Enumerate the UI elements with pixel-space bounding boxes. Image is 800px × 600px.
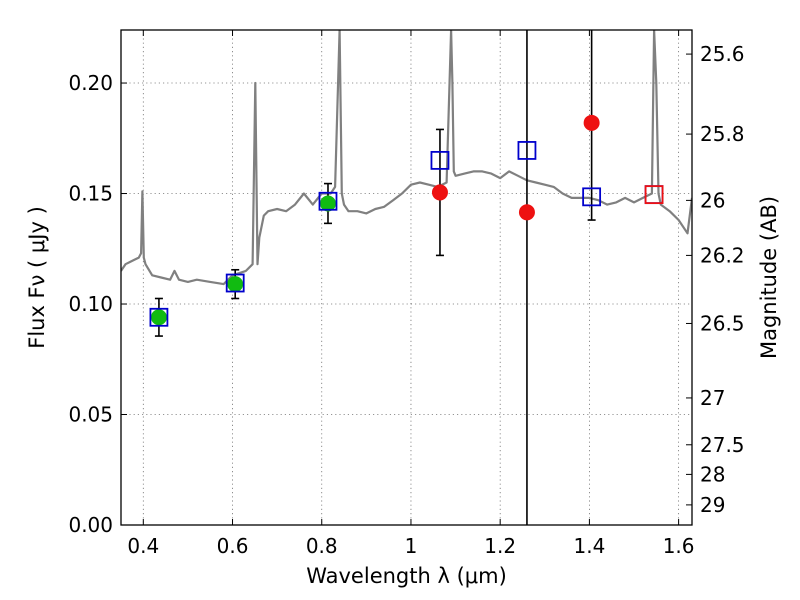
y-tick-label: 0.05 [68,403,113,427]
right-tick-label: 26.5 [700,311,745,335]
x-tick-label: 1.4 [573,534,605,558]
right-tick-label: 25.8 [700,122,745,146]
y-tick-label: 0.00 [68,513,113,537]
x-axis-label: Wavelength λ (μm) [306,564,507,588]
y-tick-label: 0.20 [68,71,113,95]
model-square [517,141,537,160]
x-tick-label: 0.8 [306,534,338,558]
x-tick-label: 0.6 [217,534,249,558]
x-tick-label: 1.2 [484,534,516,558]
x-tick-label: 0.4 [127,534,159,558]
plot-area [121,30,692,525]
x-tick-label: 1.6 [663,534,695,558]
right-tick-label: 27 [700,386,725,410]
right-tick-label: 28 [700,462,725,486]
y-tick-label: 0.10 [68,292,113,316]
right-tick-label: 29 [700,493,725,517]
plot-frame [120,29,693,526]
model-square [644,185,664,205]
data-point [583,114,600,131]
right-axis-label: Magnitude (AB) [757,196,781,359]
model-square [430,150,450,170]
data-point [319,195,336,212]
y-tick-label: 0.15 [68,182,113,206]
data-point [150,309,167,326]
right-tick-label: 27.5 [700,433,745,457]
data-point [227,276,244,293]
y-axis-label: Flux Fν ( μJy ) [25,206,49,349]
tick-labels: 0.4 0.6 0.8 1 1.2 1.4 1.6 0.00 0.05 0.10 0.15 0.20 2… [68,42,744,558]
data-point [518,204,535,221]
model-square [149,307,169,327]
axis-ticks [121,30,692,526]
x-tick-label: 1 [405,534,418,558]
model-square [318,191,338,211]
grid [121,30,692,526]
right-tick-label: 26.2 [700,243,745,267]
model-square [582,187,602,207]
model-square [225,273,245,293]
right-tick-label: 25.6 [700,42,745,66]
data-point [431,184,448,201]
model-spectrum-line [121,30,692,286]
right-tick-label: 26 [700,188,725,212]
